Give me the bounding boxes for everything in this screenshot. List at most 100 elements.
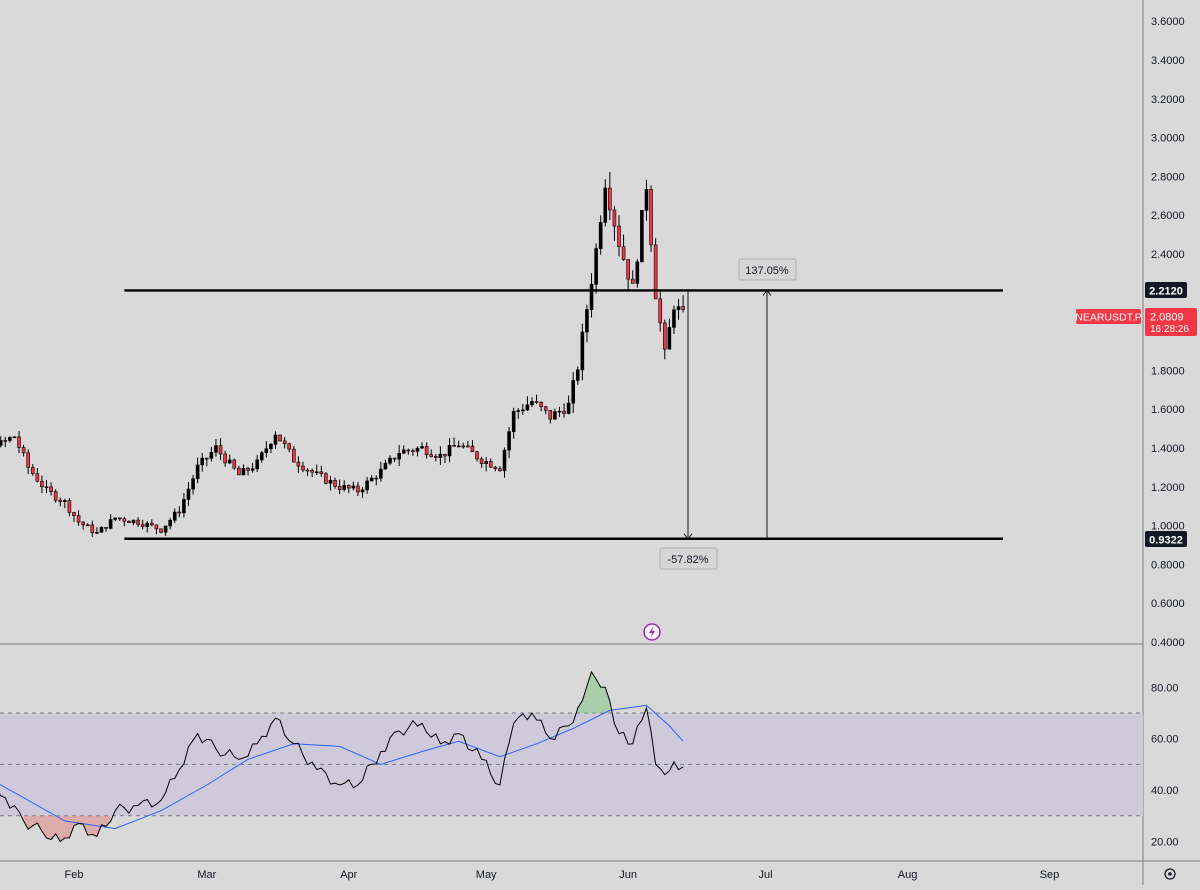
candle: [292, 445, 296, 463]
candle: [401, 445, 406, 454]
candle: [182, 493, 186, 518]
candle: [676, 299, 681, 320]
candle: [420, 442, 424, 449]
price-tick-label: 3.0000: [1151, 133, 1185, 145]
candle: [608, 172, 612, 221]
candle-body: [507, 431, 511, 451]
candle: [575, 366, 580, 385]
candle-body: [90, 524, 95, 534]
candle: [104, 526, 108, 532]
candle-body: [227, 459, 232, 464]
candle-body: [85, 524, 90, 527]
candle: [543, 406, 548, 415]
candle-body: [269, 443, 273, 450]
candle-body: [360, 489, 365, 493]
candle: [626, 259, 630, 290]
symbol-tag: [1076, 309, 1141, 324]
candle: [530, 397, 534, 408]
time-axis[interactable]: Feb Mar Apr May Jun Jul Aug Sep: [64, 869, 1059, 881]
candle-body: [0, 440, 3, 446]
candle-body: [154, 524, 159, 530]
candle: [466, 440, 470, 448]
candle: [502, 447, 507, 478]
candle: [452, 437, 456, 447]
candle: [99, 526, 104, 533]
candle: [392, 457, 397, 463]
candle-body: [351, 485, 356, 489]
candle: [681, 295, 685, 313]
candle-body: [214, 445, 218, 453]
candle: [186, 482, 191, 506]
rsi-overbought-fill: [577, 671, 610, 713]
gear-icon[interactable]: [1164, 868, 1176, 880]
candle-body: [676, 306, 681, 311]
candle: [630, 270, 635, 284]
candles: [0, 172, 685, 537]
candle: [287, 442, 292, 453]
candle: [30, 464, 35, 476]
candle-body: [314, 471, 319, 474]
last-price-label: 2.0809: [1150, 312, 1184, 324]
candle-body: [218, 445, 223, 455]
candle: [250, 462, 255, 473]
candle: [397, 445, 401, 466]
candle: [113, 517, 117, 522]
candle: [603, 179, 608, 227]
candle: [553, 408, 557, 420]
candle: [562, 403, 566, 418]
candle: [635, 259, 640, 288]
measure-up-tool[interactable]: [762, 289, 772, 539]
candle: [429, 449, 434, 458]
candle-body: [640, 210, 644, 263]
candle: [191, 474, 195, 495]
candle-body: [58, 499, 63, 502]
candle: [447, 438, 452, 463]
candle: [0, 436, 3, 448]
candle-body: [420, 446, 424, 449]
candle: [411, 448, 415, 456]
candle-body: [305, 469, 310, 472]
candle-body: [424, 446, 429, 455]
candle-body: [617, 225, 621, 248]
candle: [571, 372, 576, 413]
candle-body: [388, 457, 392, 464]
candle-body: [594, 248, 598, 285]
candle: [360, 487, 365, 499]
candle: [356, 481, 360, 497]
candle: [136, 517, 140, 528]
rsi-axis[interactable]: 80.00 60.00 40.00 20.00: [1151, 682, 1179, 848]
candle: [17, 430, 21, 454]
candle: [475, 450, 479, 462]
candle: [662, 319, 667, 360]
candle-body: [113, 517, 117, 520]
candle-body: [21, 447, 26, 454]
candle: [145, 521, 150, 533]
rsi-tick-label: 80.00: [1151, 682, 1179, 694]
candle-body: [630, 278, 635, 284]
candle: [406, 448, 411, 455]
candle: [415, 446, 420, 457]
candle: [369, 475, 374, 482]
candle: [122, 516, 127, 527]
candle: [205, 457, 209, 467]
candle: [672, 305, 676, 335]
candle: [12, 436, 17, 439]
lightning-badge[interactable]: [643, 623, 661, 641]
candle: [388, 455, 392, 466]
measure-down-tool[interactable]: [683, 290, 693, 540]
candle-body: [401, 449, 406, 454]
candle: [525, 396, 530, 411]
rsi-ma-line: [0, 704, 684, 830]
candle: [333, 477, 337, 489]
candle: [379, 461, 383, 482]
candle: [58, 497, 63, 507]
candle: [76, 510, 81, 526]
candle-body: [301, 465, 305, 471]
candle: [200, 452, 205, 472]
candle-body: [168, 519, 172, 527]
candle: [259, 451, 264, 463]
candle: [566, 395, 571, 415]
candle-body: [562, 410, 566, 414]
